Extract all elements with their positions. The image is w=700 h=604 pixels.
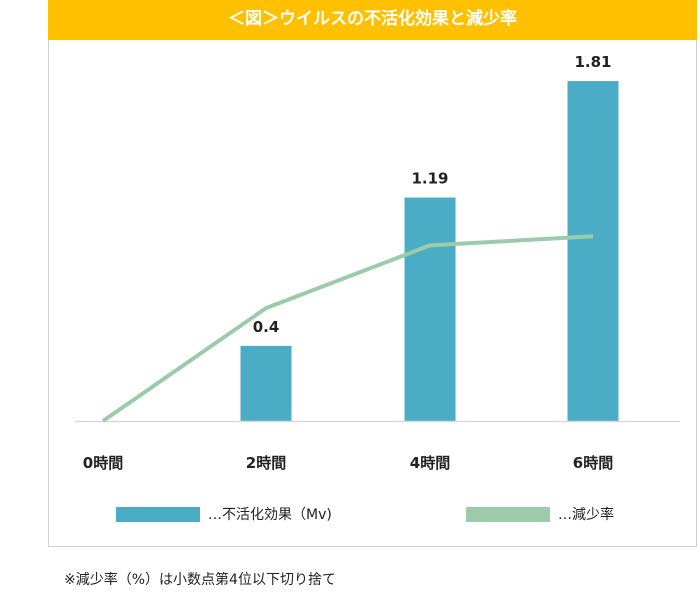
legend-item-line: …減少率 [466, 504, 614, 524]
bar-label-1: 0.4 [253, 318, 280, 336]
x-tick-label-3: 6時間 [573, 454, 613, 472]
bar-1 [240, 345, 292, 421]
x-tick-label-2: 4時間 [410, 454, 450, 472]
line-series [101, 234, 594, 423]
x-tick-label-1: 2時間 [246, 454, 286, 472]
x-tick-label-0: 0時間 [83, 454, 123, 472]
legend-item-bar: …不活化効果（Mv) [116, 504, 332, 524]
legend-label-bar: …不活化効果（Mv) [208, 507, 332, 523]
chart-frame [48, 0, 697, 547]
bar-label-2: 1.19 [411, 170, 448, 188]
chart-title: ＜図＞ウイルスの不活化効果と減少率 [48, 0, 697, 40]
legend-swatch-line [466, 506, 550, 522]
bar-label-3: 1.81 [574, 53, 611, 71]
legend-swatch-bar [116, 506, 200, 522]
footnote: ※減少率（%）は小数点第4位以下切り捨て [64, 572, 336, 588]
legend-label-line: …減少率 [558, 507, 614, 523]
bar-2 [404, 197, 456, 421]
bar-3 [567, 81, 619, 421]
